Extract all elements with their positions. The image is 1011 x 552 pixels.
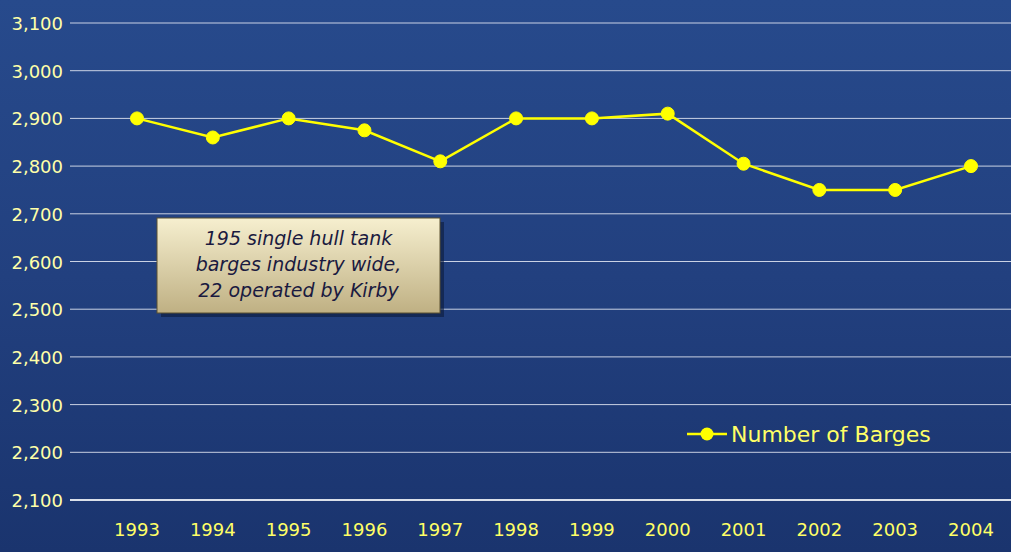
- grid-line: [70, 356, 1011, 357]
- x-tick-label: 1996: [342, 519, 388, 540]
- x-tick-label: 1994: [190, 519, 236, 540]
- y-tick-label: 2,600: [11, 252, 63, 273]
- data-point: [965, 160, 978, 173]
- x-tick-label: 1999: [569, 519, 615, 540]
- annotation-text: 195 single hull tank: [205, 227, 393, 249]
- y-tick-label: 2,900: [11, 108, 63, 129]
- grid-line: [70, 452, 1011, 453]
- annotation-text: barges industry wide,: [196, 253, 402, 275]
- y-tick-label: 2,100: [11, 490, 63, 511]
- data-point: [661, 107, 674, 120]
- x-tick-label: 1998: [493, 519, 539, 540]
- legend: Number of Barges: [687, 422, 931, 447]
- data-point: [737, 157, 750, 170]
- legend-marker: [701, 428, 714, 441]
- grid-line: [70, 70, 1011, 71]
- data-point: [585, 112, 598, 125]
- data-area: [131, 107, 978, 196]
- grid: [70, 23, 1011, 500]
- data-point: [813, 183, 826, 196]
- x-tick-label: 2004: [948, 519, 994, 540]
- series-line: [137, 114, 971, 190]
- x-tick-label: 2001: [721, 519, 767, 540]
- annotation: 195 single hull tank barges industry wide…: [157, 218, 444, 317]
- data-point: [358, 124, 371, 137]
- x-tick-label: 2000: [645, 519, 691, 540]
- grid-line: [70, 500, 1011, 501]
- y-tick-label: 2,300: [11, 395, 63, 416]
- grid-line: [70, 213, 1011, 214]
- y-tick-label: 3,000: [11, 61, 63, 82]
- data-point: [889, 183, 902, 196]
- data-point: [434, 155, 447, 168]
- y-tick-label: 2,700: [11, 204, 63, 225]
- y-tick-label: 2,500: [11, 299, 63, 320]
- grid-line: [70, 404, 1011, 405]
- y-tick-label: 3,100: [11, 13, 63, 34]
- y-tick-label: 2,800: [11, 156, 63, 177]
- y-tick-label: 2,200: [11, 442, 63, 463]
- annotation-text: 22 operated by Kirby: [198, 279, 399, 301]
- data-point: [510, 112, 523, 125]
- x-tick-label: 1997: [417, 519, 463, 540]
- x-axis-line: [70, 499, 1011, 501]
- data-point: [206, 131, 219, 144]
- data-point: [282, 112, 295, 125]
- annotation-box: [157, 218, 440, 313]
- x-tick-label: 2002: [796, 519, 842, 540]
- x-tick-label: 2003: [872, 519, 918, 540]
- x-tick-label: 1993: [114, 519, 160, 540]
- background: [0, 0, 1011, 552]
- grid-line: [70, 166, 1011, 167]
- legend-label: Number of Barges: [731, 422, 931, 447]
- data-point: [131, 112, 144, 125]
- chart: 2,100 2,200 2,300 2,400 2,500 2,600 2,700 2,800…: [0, 0, 1011, 552]
- grid-line: [70, 23, 1011, 24]
- y-tick-label: 2,400: [11, 347, 63, 368]
- x-tick-label: 1995: [266, 519, 312, 540]
